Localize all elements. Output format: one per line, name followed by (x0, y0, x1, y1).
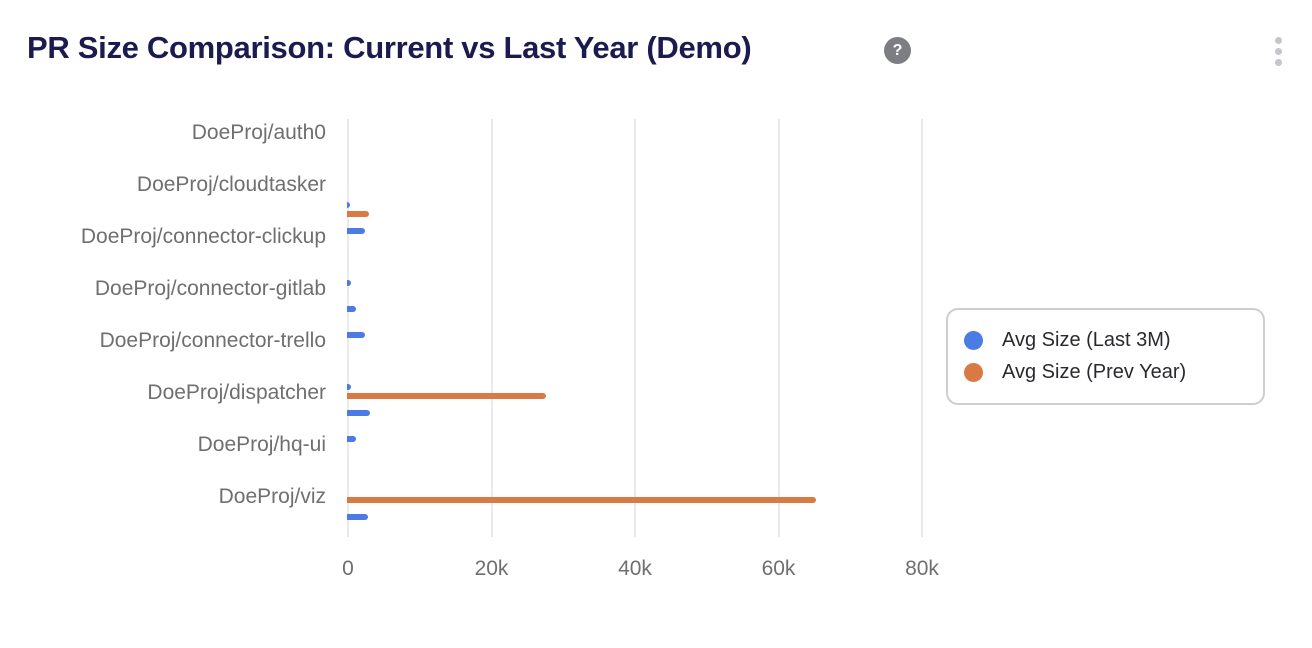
gridline (634, 119, 636, 537)
bar-avg-size-last-3m[interactable] (347, 410, 370, 416)
legend-item-label: Avg Size (Last 3M) (1002, 329, 1171, 351)
x-axis-tick-label: 40k (618, 557, 652, 580)
bar-avg-size-last-3m[interactable] (347, 514, 368, 520)
bar-avg-size-last-3m[interactable] (347, 332, 365, 338)
y-axis-category-label: DoeProj/dispatcher (147, 381, 326, 404)
series-color-dot-blue (964, 331, 983, 350)
kebab-dot (1274, 58, 1282, 66)
y-axis-category-label: DoeProj/auth0 (191, 121, 326, 144)
bar-avg-size-last-3m[interactable] (347, 280, 352, 286)
gridline (490, 119, 493, 537)
legend-item-label: Avg Size (Prev Year) (1002, 361, 1187, 383)
bar-avg-size-last-3m[interactable] (347, 436, 357, 442)
bar-avg-size-prev-year[interactable] (347, 393, 547, 399)
legend-item-prev-year[interactable]: Avg Size (Prev Year) (964, 361, 1263, 384)
help-glyph: ? (892, 41, 903, 59)
gridline (347, 119, 349, 537)
gridline (921, 119, 923, 537)
y-axis-category-label: DoeProj/cloudtasker (136, 173, 326, 196)
page-title: PR Size Comparison: Current vs Last Year… (27, 30, 752, 65)
y-axis-category-label: DoeProj/viz (218, 485, 326, 508)
bar-avg-size-prev-year[interactable] (347, 211, 370, 217)
bar-avg-size-last-3m[interactable] (347, 384, 351, 390)
bar-avg-size-last-3m[interactable] (347, 306, 357, 312)
legend: Avg Size (Last 3M) Avg Size (Prev Year) (946, 308, 1265, 405)
y-axis-category-label: DoeProj/connector-trello (99, 329, 326, 352)
bar-avg-size-prev-year[interactable] (347, 497, 816, 503)
y-axis-category-label: DoeProj/hq-ui (197, 433, 326, 456)
legend-item-last-3m[interactable]: Avg Size (Last 3M) (964, 329, 1263, 352)
y-axis-category-label: DoeProj/connector-gitlab (94, 277, 326, 300)
gridline (777, 119, 780, 537)
y-axis-category-label: DoeProj/connector-clickup (80, 225, 326, 248)
bar-avg-size-last-3m[interactable] (347, 202, 350, 208)
x-axis-tick-label: 20k (474, 557, 509, 580)
x-axis-tick-label: 80k (905, 557, 939, 580)
kebab-dot (1274, 47, 1282, 55)
x-axis-tick-label: 0 (342, 557, 354, 580)
series-color-dot-orange (964, 363, 983, 382)
help-icon[interactable]: ? (884, 37, 911, 64)
x-axis-tick-label: 60k (761, 557, 796, 580)
kebab-dot (1274, 36, 1282, 44)
kebab-menu-icon[interactable] (1269, 34, 1287, 68)
bar-avg-size-last-3m[interactable] (347, 228, 365, 234)
